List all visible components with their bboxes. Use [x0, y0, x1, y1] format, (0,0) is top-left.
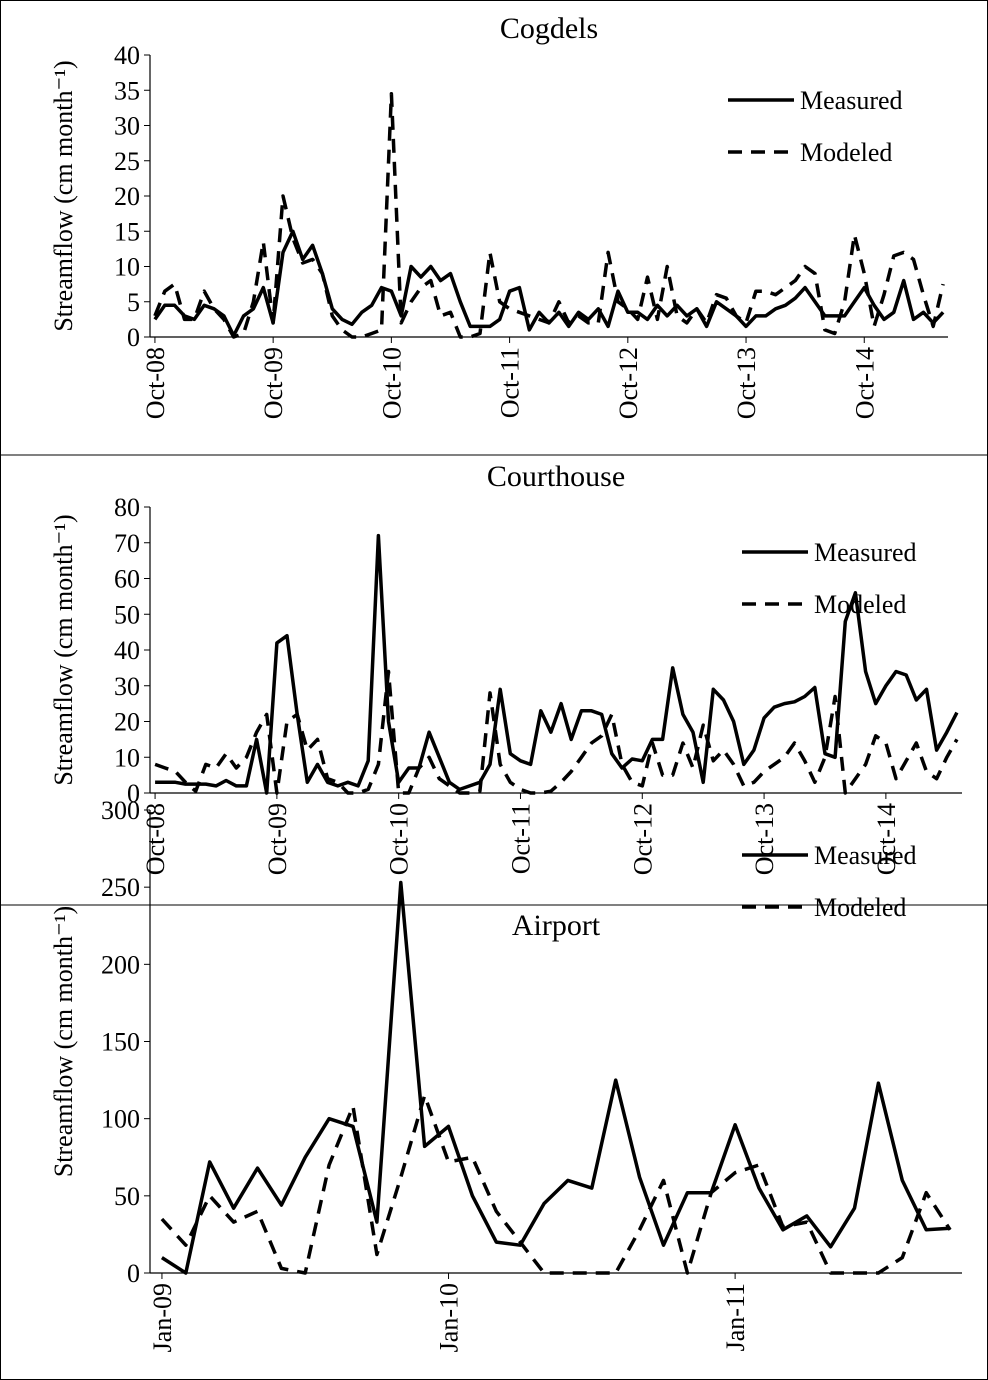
y-tick-label: 300: [101, 796, 140, 825]
x-tick-label: Oct-14: [872, 803, 901, 875]
y-tick-label: 50: [114, 600, 140, 629]
y-tick-label: 80: [114, 493, 140, 522]
y-tick-label: 15: [114, 217, 140, 246]
x-tick-label: Oct-12: [614, 347, 643, 419]
x-tick-label: Oct-11: [506, 803, 535, 874]
x-tick-label: Oct-09: [259, 347, 288, 419]
chart-title: Cogdels: [500, 12, 598, 45]
legend-label: Modeled: [814, 590, 906, 619]
x-tick-label: Oct-08: [141, 347, 170, 419]
y-tick-label: 10: [114, 253, 140, 282]
series-line: [160, 1093, 952, 1275]
y-tick-label: 20: [114, 708, 140, 737]
legend-label: Modeled: [800, 138, 892, 167]
y-tick-label: 150: [101, 1028, 140, 1057]
x-tick-label: Oct-09: [263, 803, 292, 875]
y-axis-label: Streamflow (cm month⁻¹): [49, 514, 78, 785]
y-tick-label: 60: [114, 565, 140, 594]
x-tick-label: Oct-11: [496, 347, 525, 418]
y-tick-label: 0: [127, 323, 140, 352]
y-tick-label: 20: [114, 182, 140, 211]
chart-title: Courthouse: [487, 460, 625, 493]
x-tick-label: Jan-09: [148, 1283, 177, 1352]
y-tick-label: 25: [114, 147, 140, 176]
y-axis-label: Streamflow (cm month⁻¹): [49, 906, 78, 1177]
y-tick-label: 70: [114, 529, 140, 558]
x-tick-label: Oct-10: [377, 347, 406, 419]
series-line: [154, 669, 959, 795]
legend-label: Measured: [800, 86, 903, 115]
legend-label: Measured: [814, 538, 917, 567]
chart-title: Airport: [512, 909, 601, 942]
y-tick-label: 100: [101, 1105, 140, 1134]
series-line: [153, 92, 945, 339]
x-tick-label: Oct-12: [628, 803, 657, 875]
y-tick-label: 40: [114, 636, 140, 665]
y-tick-label: 10: [114, 743, 140, 772]
y-tick-label: 0: [127, 779, 140, 808]
x-tick-label: Oct-14: [850, 347, 879, 419]
legend-label: Modeled: [814, 893, 906, 922]
x-tick-label: Oct-13: [750, 803, 779, 875]
y-tick-label: 50: [114, 1182, 140, 1211]
y-tick-label: 40: [114, 41, 140, 70]
y-tick-label: 0: [127, 1259, 140, 1288]
x-tick-label: Jan-10: [435, 1283, 464, 1352]
legend-label: Measured: [814, 841, 917, 870]
series-line: [160, 880, 951, 1275]
series-line: [155, 533, 959, 795]
y-tick-label: 200: [101, 950, 140, 979]
y-tick-label: 30: [114, 112, 140, 141]
x-tick-label: Oct-13: [732, 347, 761, 419]
y-tick-label: 35: [114, 76, 140, 105]
x-tick-label: Oct-08: [141, 803, 170, 875]
x-tick-label: Oct-10: [385, 803, 414, 875]
x-tick-label: Jan-11: [721, 1283, 750, 1351]
y-tick-label: 30: [114, 672, 140, 701]
y-tick-label: 250: [101, 873, 140, 902]
y-tick-label: 5: [127, 288, 140, 317]
y-axis-label: Streamflow (cm month⁻¹): [49, 60, 78, 331]
